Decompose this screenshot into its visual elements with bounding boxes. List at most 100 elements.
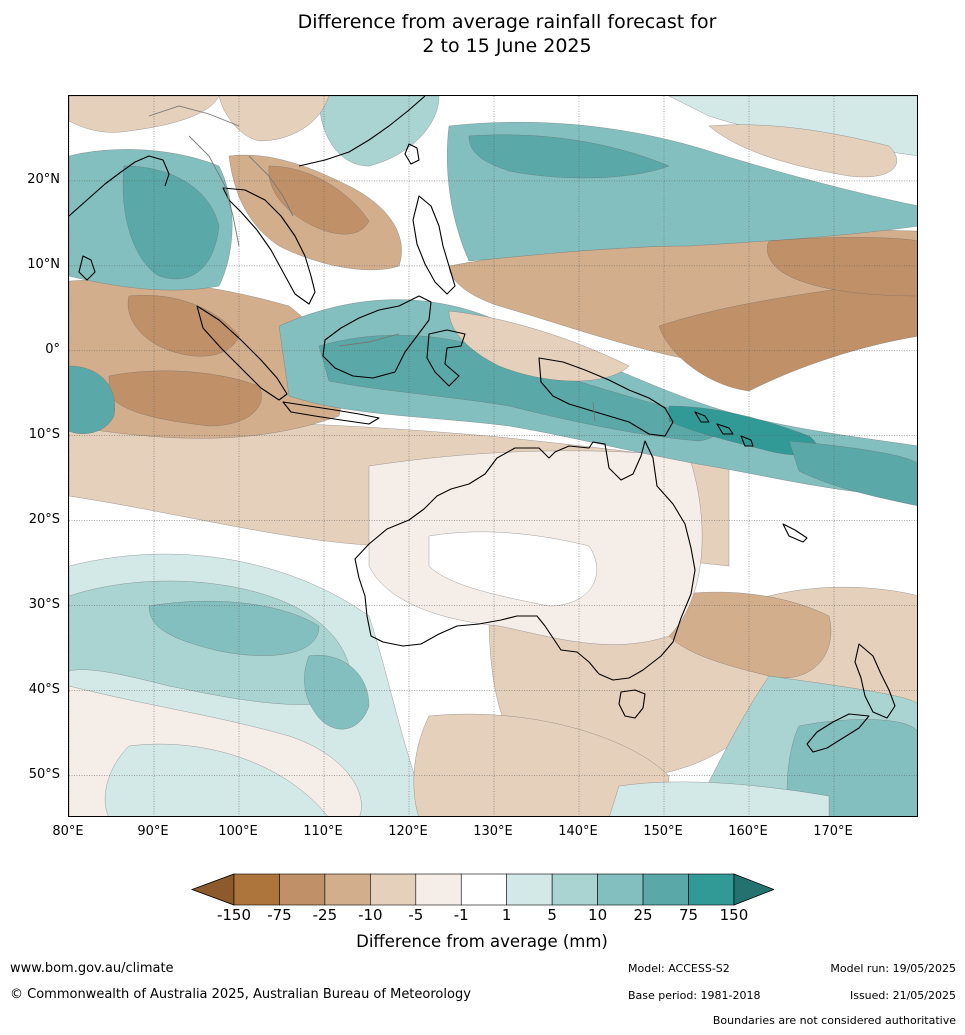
colorbar-tick-label: 10 bbox=[588, 906, 608, 924]
longitude-label: 140°E bbox=[558, 824, 598, 839]
coastline-solomons bbox=[694, 411, 754, 447]
region-sumatra-brown bbox=[127, 295, 240, 357]
colorbar-segment bbox=[551, 873, 598, 906]
coastline-india bbox=[69, 155, 170, 217]
region-south-bottom-teal bbox=[104, 743, 328, 816]
colorbar-segment bbox=[506, 873, 553, 906]
coastline-sumatra bbox=[196, 305, 288, 401]
colorbar-tick-label: 1 bbox=[501, 906, 512, 924]
region-east-teal bbox=[788, 440, 917, 506]
region-india-tan bbox=[69, 96, 220, 133]
region-aus-white bbox=[428, 531, 597, 607]
longitude-label: 100°E bbox=[218, 824, 258, 839]
boundary-borneo bbox=[338, 333, 400, 347]
region-swa-blob bbox=[148, 601, 320, 656]
longitude-label: 150°E bbox=[643, 824, 683, 839]
region-indian-ocean-brown-2 bbox=[108, 370, 262, 427]
footer-model: Model: ACCESS-S2 bbox=[628, 962, 730, 975]
footer-base-period: Base period: 1981-2018 bbox=[628, 989, 761, 1002]
boundary-png bbox=[592, 401, 596, 423]
longitude-label: 170°E bbox=[813, 824, 853, 839]
latitude-label: 0° bbox=[45, 341, 60, 357]
colorbar-tick-label: 150 bbox=[719, 906, 749, 924]
coastline-indochina bbox=[222, 187, 316, 305]
footer-issued: Issued: 21/05/2025 bbox=[849, 989, 956, 1002]
coastline-nz-south bbox=[806, 713, 870, 753]
latitude-label: 10°S bbox=[28, 426, 60, 442]
rainfall-anomaly-fill bbox=[69, 96, 917, 816]
footer-url[interactable]: www.bom.gov.au/climate bbox=[10, 961, 174, 976]
colorbar-segment bbox=[233, 873, 280, 906]
region-north-pacific-teal-strong bbox=[468, 134, 670, 179]
coastline-australia bbox=[354, 440, 696, 681]
map-title: Difference from average rainfall forecas… bbox=[0, 10, 965, 58]
latitude-label: 50°S bbox=[28, 766, 60, 782]
latitude-label: 10°N bbox=[27, 256, 60, 272]
rainfall-map bbox=[68, 95, 918, 817]
colorbar-extend-high bbox=[733, 873, 774, 906]
boundary-china-north bbox=[148, 105, 240, 127]
region-west-aus-offshore bbox=[304, 655, 370, 730]
colorbar-tick-label: -150 bbox=[216, 906, 252, 924]
region-nz-teal-2 bbox=[786, 719, 917, 816]
coastline-sri-lanka bbox=[78, 255, 96, 281]
country-boundaries bbox=[148, 105, 596, 423]
region-bay-bengal-strong bbox=[122, 165, 220, 280]
colorbar-tick-label: -25 bbox=[312, 906, 338, 924]
region-pacific-brown-ne bbox=[767, 237, 917, 297]
colorbar-tick-label: -1 bbox=[453, 906, 469, 924]
region-north-east-tan bbox=[708, 124, 897, 178]
footer-copyright: © Commonwealth of Australia 2025, Austra… bbox=[10, 987, 471, 1002]
colorbar-segment bbox=[324, 873, 371, 906]
colorbar-tick-label: 5 bbox=[547, 906, 557, 924]
region-tasman-tan-2 bbox=[668, 591, 831, 678]
longitude-label: 120°E bbox=[388, 824, 428, 839]
latitude-label: 20°N bbox=[27, 171, 60, 187]
coastline-sulawesi bbox=[426, 329, 466, 387]
longitude-label: 130°E bbox=[473, 824, 513, 839]
longitude-label: 160°E bbox=[728, 824, 768, 839]
colorbar-segment bbox=[460, 873, 508, 906]
colorbar-tick-label: -10 bbox=[358, 906, 383, 924]
coastline-nz-north bbox=[854, 643, 896, 719]
region-west-indian-teal bbox=[69, 365, 115, 434]
footer-model-run: Model run: 19/05/2025 bbox=[830, 962, 956, 975]
colorbar-segment bbox=[370, 873, 417, 906]
latitude-label: 40°S bbox=[28, 681, 60, 697]
region-pacific-brown-strong bbox=[658, 282, 917, 392]
colorbar-segment bbox=[597, 873, 644, 906]
region-china-tan bbox=[218, 96, 330, 142]
colorbar-tick-label: 75 bbox=[678, 906, 699, 924]
coastline-java bbox=[282, 401, 380, 425]
title-line-2: 2 to 15 June 2025 bbox=[422, 35, 592, 57]
latitude-label: 20°S bbox=[28, 511, 60, 527]
region-indochina-brown-2 bbox=[268, 165, 370, 235]
colorbar-segment bbox=[642, 873, 689, 906]
footer-boundaries: Boundaries are not considered authoritat… bbox=[712, 1014, 956, 1027]
longitude-label: 110°E bbox=[303, 824, 343, 839]
title-line-1: Difference from average rainfall forecas… bbox=[297, 11, 717, 33]
longitude-label: 80°E bbox=[52, 824, 84, 839]
graticule bbox=[69, 96, 917, 816]
colorbar-tick-label: -5 bbox=[408, 906, 424, 924]
coastline-new-caledonia bbox=[782, 523, 808, 543]
colorbar-segment bbox=[279, 873, 326, 906]
coastline-tasmania bbox=[618, 689, 646, 719]
coastlines bbox=[69, 96, 896, 753]
colorbar bbox=[190, 873, 774, 906]
region-south-east-teal bbox=[609, 781, 830, 816]
longitude-label: 90°E bbox=[137, 824, 169, 839]
coastline-philippines bbox=[412, 195, 456, 295]
coastline-taiwan bbox=[404, 143, 420, 165]
boundary-laos-vietnam bbox=[248, 155, 294, 217]
coastline-borneo bbox=[322, 295, 432, 379]
colorbar-label: Difference from average (mm) bbox=[356, 932, 608, 951]
colorbar-extend-low bbox=[190, 873, 235, 906]
colorbar-tick-label: 25 bbox=[633, 906, 653, 924]
coastline-china bbox=[298, 96, 426, 167]
colorbar-segment bbox=[688, 873, 735, 906]
colorbar-segment bbox=[415, 873, 462, 906]
latitude-label: 30°S bbox=[28, 596, 60, 612]
colorbar-tick-label: -75 bbox=[267, 906, 292, 924]
coastline-new-guinea bbox=[538, 357, 674, 437]
